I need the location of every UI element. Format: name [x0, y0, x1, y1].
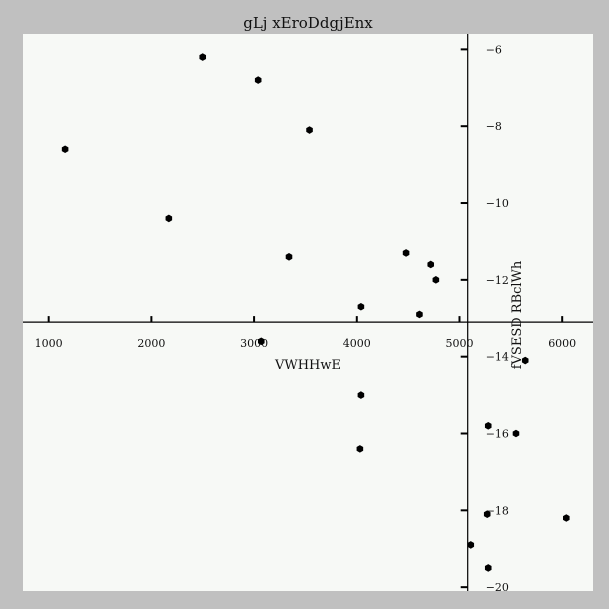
data-point	[416, 310, 423, 319]
plot-area	[23, 34, 593, 591]
data-points	[61, 53, 570, 572]
data-point	[165, 214, 173, 223]
x-tick-label: 1000	[35, 337, 63, 350]
y-tick-label: −12	[486, 274, 509, 287]
data-point	[254, 76, 262, 84]
y-tick-label: −14	[486, 351, 509, 364]
data-point	[427, 260, 435, 269]
y-tick-label: −20	[486, 581, 509, 594]
y-tick-label: −16	[486, 428, 509, 441]
chart-title: gLj xEroDdgjEnx	[243, 14, 373, 32]
data-point	[521, 356, 529, 365]
y-tick-label: −10	[486, 197, 509, 210]
data-point	[199, 53, 207, 61]
data-point	[306, 126, 313, 134]
data-point	[484, 564, 492, 572]
data-point	[285, 253, 293, 261]
data-point	[402, 249, 410, 257]
data-point	[483, 510, 491, 518]
y-tick-label: −18	[486, 504, 509, 517]
data-point	[484, 422, 492, 430]
data-point	[512, 429, 520, 438]
data-point	[257, 337, 265, 346]
data-point	[467, 541, 475, 549]
y-axis-label: fVSESD RBclWh	[510, 260, 525, 369]
axes: 1000 2000 3000 4000 5000 6000−6−8−10−12−14−16…	[23, 34, 593, 594]
x-axis-label: VWHHwE	[274, 358, 341, 373]
x-tick-label: 2000	[137, 337, 165, 350]
data-point	[357, 302, 365, 311]
data-point	[61, 145, 69, 154]
data-point	[357, 391, 365, 399]
y-tick-label: −6	[486, 43, 502, 56]
data-point	[563, 514, 570, 522]
x-tick-label: 5000	[445, 337, 473, 350]
x-tick-label: 6000	[548, 337, 576, 350]
y-tick-label: −8	[486, 120, 502, 133]
x-tick-label: 4000	[343, 337, 371, 350]
data-point	[432, 276, 440, 284]
data-point	[356, 445, 364, 453]
